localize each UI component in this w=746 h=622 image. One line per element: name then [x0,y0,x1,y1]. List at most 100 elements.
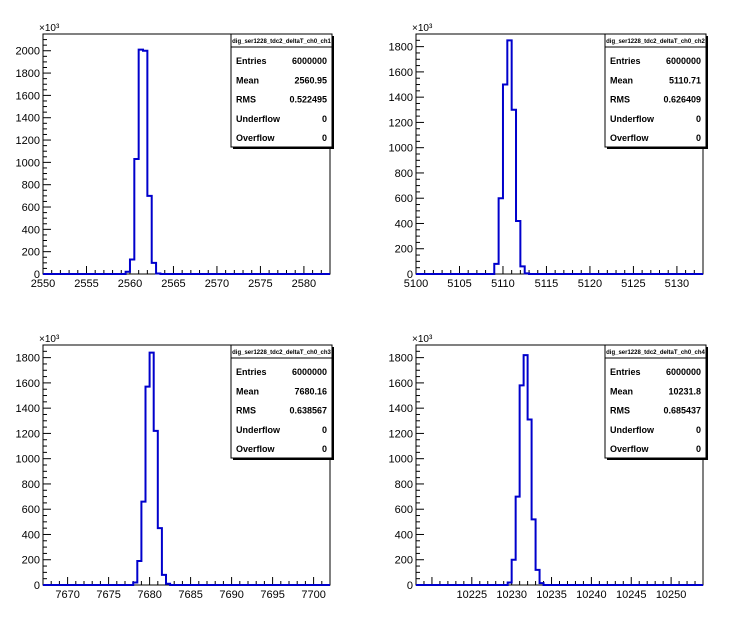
histogram-pad-2: 0 200 400 600 800 1000 1200 1400 1600 1800 5100 510… [389,23,708,290]
stats-row-value: 0 [322,133,327,143]
stats-row-label: Mean [610,75,633,85]
stats-row-label: Underflow [236,114,281,124]
stats-row-value: 2560.95 [294,75,327,85]
stats-row-label: Overflow [236,133,276,143]
y-tick-label: 1000 [389,143,413,155]
x-tick-label: 10250 [656,589,687,601]
x-tick-label: 7675 [96,589,120,601]
stats-box-title: dig_ser1228_tdc2_deltaT_ch0_ch2 [606,39,705,45]
axis-multiplier-label: ×10³ [39,23,60,34]
stats-box-frame [230,33,333,148]
x-tick-label: 7690 [219,589,243,601]
y-tick-label: 2000 [16,46,40,58]
stats-row-value: 0 [696,114,701,124]
y-tick-label: 1800 [16,353,40,365]
stats-box-frame [230,344,333,459]
x-tick-label: 2570 [205,278,229,290]
y-tick-label: 200 [22,555,40,567]
y-tick-label: 1200 [16,428,40,440]
stats-row-label: RMS [236,406,256,416]
y-tick-label: 0 [34,269,40,281]
y-tick-label: 600 [22,504,40,516]
y-tick-label: 1800 [16,68,40,80]
stats-row-label: Overflow [236,444,276,454]
stats-row-label: Entries [236,56,267,66]
x-tick-label: 10230 [496,589,527,601]
y-tick-label: 200 [395,555,413,567]
x-tick-label: 5100 [404,278,428,290]
y-tick-label: 400 [22,224,40,236]
x-tick-label: 2550 [31,278,55,290]
x-tick-label: 2575 [248,278,272,290]
x-tick-label: 5125 [621,278,645,290]
histogram-pad-1: 0 200 400 600 800 1000 1200 1400 1600 1800 2000 255… [16,23,334,290]
stats-box: dig_ser1228_tdc2_deltaT_ch0_ch2 Entries 60… [604,33,708,149]
x-tick-label: 7680 [137,589,161,601]
stats-row-value: 0 [696,133,701,143]
x-tick-label: 5130 [665,278,689,290]
y-tick-label: 1800 [389,353,413,365]
y-tick-label: 400 [395,529,413,541]
y-tick-label: 1200 [16,135,40,147]
stats-row-value: 6000000 [292,56,327,66]
y-tick-label: 800 [395,479,413,491]
x-tick-label: 5105 [447,278,471,290]
histogram-line [416,354,703,586]
stats-row-label: Overflow [610,444,650,454]
x-tick-label: 10225 [457,589,488,601]
y-tick-label: 0 [407,269,413,281]
stats-row-label: Underflow [610,114,655,124]
stats-row-value: 6000000 [666,367,701,377]
x-tick-label: 10240 [576,589,607,601]
y-tick-label: 1600 [389,67,413,79]
stats-row-label: Mean [610,386,633,396]
y-tick-label: 1000 [16,454,40,466]
y-tick-label: 1000 [389,454,413,466]
y-tick-label: 800 [22,180,40,192]
stats-box: dig_ser1228_tdc2_deltaT_ch0_ch1 Entries 60… [230,33,334,149]
stats-row-value: 0.522495 [289,95,327,105]
x-tick-label: 2580 [292,278,316,290]
x-tick-label: 5110 [491,278,515,290]
x-tick-label: 2560 [118,278,142,290]
stats-row-label: RMS [610,406,630,416]
histogram-line [416,39,703,275]
axis-multiplier-label: ×10³ [39,334,60,345]
y-tick-label: 400 [395,218,413,230]
y-tick-label: 400 [22,529,40,541]
axis-multiplier-label: ×10³ [412,334,433,345]
histogram-pad-4: 0 200 400 600 800 1000 1200 1400 1600 1800 10225 10… [389,334,708,601]
x-tick-label: 7670 [55,589,79,601]
y-tick-label: 200 [395,244,413,256]
y-tick-label: 1400 [389,403,413,415]
y-tick-label: 1600 [16,90,40,102]
stats-box: dig_ser1228_tdc2_deltaT_ch0_ch3 Entries 60… [230,344,334,460]
x-tick-label: 10235 [536,589,567,601]
stats-row-label: Underflow [236,425,281,435]
y-tick-label: 1200 [389,428,413,440]
stats-row-value: 6000000 [292,367,327,377]
x-tick-label: 7700 [301,589,325,601]
y-tick-label: 1200 [389,117,413,129]
y-tick-label: 1800 [389,42,413,54]
y-tick-label: 0 [407,580,413,592]
stats-row-label: RMS [236,95,256,105]
x-tick-label: 2565 [161,278,185,290]
stats-row-label: Underflow [610,425,655,435]
stats-row-value: 0 [322,444,327,454]
stats-row-value: 0 [696,425,701,435]
y-tick-label: 200 [22,247,40,259]
stats-box-title: dig_ser1228_tdc2_deltaT_ch0_ch4 [606,350,705,356]
stats-box-frame [604,344,707,459]
y-tick-label: 0 [34,580,40,592]
stats-row-value: 0 [322,425,327,435]
stats-row-label: Mean [236,386,259,396]
y-tick-label: 1600 [389,378,413,390]
stats-row-value: 7680.16 [294,386,327,396]
stats-row-value: 0 [696,444,701,454]
stats-row-value: 0.638567 [289,406,327,416]
histogram-line [43,48,330,275]
stats-row-label: Entries [610,367,641,377]
stats-box-title: dig_ser1228_tdc2_deltaT_ch0_ch1 [232,39,331,45]
